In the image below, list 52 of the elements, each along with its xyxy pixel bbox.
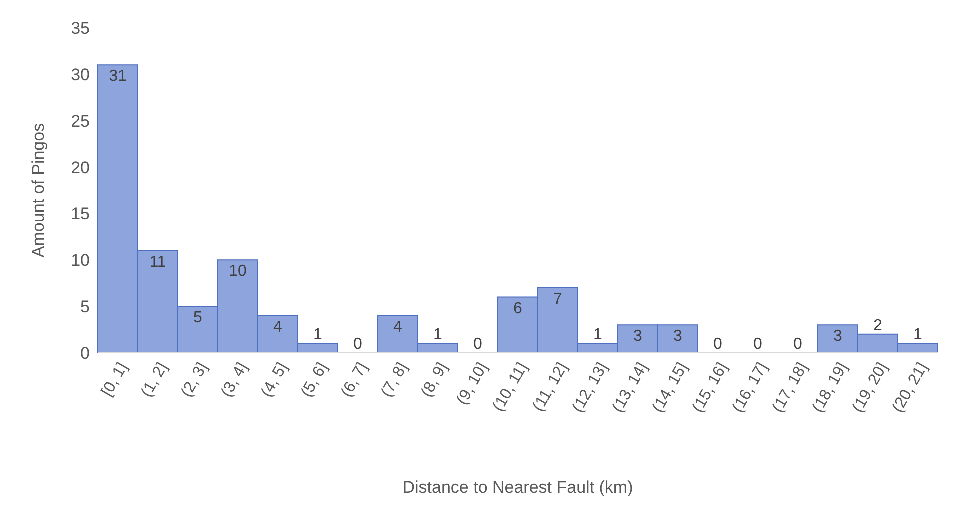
data-label: 6 — [514, 300, 523, 318]
data-label: 0 — [794, 336, 803, 353]
x-tick-label: (14, 15] — [649, 360, 692, 416]
x-tick-label: (13, 14] — [609, 360, 652, 416]
data-label: 31 — [109, 68, 127, 86]
data-label: 5 — [194, 310, 203, 327]
y-tick-label: 0 — [80, 344, 90, 364]
y-tick-label: 5 — [80, 298, 90, 317]
x-tick-label: (20, 21] — [889, 360, 932, 416]
x-axis-title: Distance to Nearest Fault (km) — [402, 478, 634, 497]
x-tick-label: (6, 7] — [338, 360, 372, 400]
x-tick-label: (8, 9] — [418, 360, 452, 400]
y-tick-label: 30 — [71, 65, 90, 84]
data-label: 3 — [634, 328, 643, 346]
data-label: 1 — [594, 326, 603, 344]
x-tick-label: (19, 20] — [849, 360, 892, 416]
data-label: 4 — [274, 318, 283, 336]
x-tick-label: (17, 18] — [769, 360, 812, 416]
data-label: 11 — [150, 254, 166, 271]
x-tick-label: (3, 4] — [218, 360, 252, 400]
x-tick-label: (7, 8] — [378, 360, 412, 400]
x-tick-label: (18, 19] — [809, 360, 852, 416]
y-tick-label: 35 — [71, 19, 90, 38]
data-label: 0 — [474, 336, 483, 353]
x-tick-label: (12, 13] — [569, 360, 612, 416]
data-label: 1 — [314, 326, 323, 344]
data-label: 2 — [874, 317, 883, 334]
x-tick-label: (9, 10] — [454, 360, 492, 408]
data-label: 3 — [834, 328, 843, 346]
x-tick-label: (10, 11] — [490, 360, 532, 415]
x-tick-label: (4, 5] — [258, 360, 292, 400]
x-tick-label: [0, 1] — [98, 360, 132, 400]
data-label: 10 — [229, 263, 247, 280]
x-tick-label: (2, 3] — [178, 360, 212, 400]
data-label: 0 — [354, 336, 363, 353]
x-tick-label: (11, 12] — [530, 360, 572, 415]
x-tick-label: (1, 2] — [138, 360, 172, 400]
data-label: 1 — [914, 326, 923, 344]
data-label: 0 — [714, 336, 723, 353]
x-tick-label: (16, 17] — [729, 360, 772, 416]
data-label: 1 — [434, 326, 443, 344]
x-tick-label: (5, 6] — [298, 360, 332, 400]
data-label: 3 — [674, 328, 683, 346]
y-tick-label: 20 — [71, 158, 90, 178]
data-label: 4 — [394, 318, 403, 336]
data-label: 0 — [754, 336, 763, 353]
y-tick-label: 15 — [71, 204, 90, 224]
y-axis-title: Amount of Pingos — [29, 123, 48, 258]
data-label: 7 — [554, 291, 563, 308]
y-tick-label: 10 — [71, 251, 90, 270]
x-tick-label: (15, 16] — [689, 360, 732, 416]
y-tick-label: 25 — [71, 112, 90, 131]
